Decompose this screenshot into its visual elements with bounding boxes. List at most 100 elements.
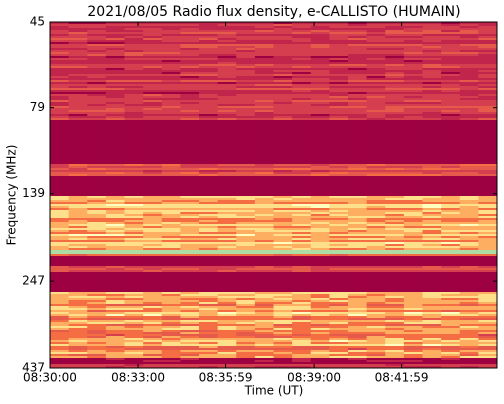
spectrogram-cell — [329, 56, 349, 59]
spectrogram-cell — [50, 34, 70, 37]
spectrogram-cell — [124, 266, 144, 269]
spectrogram-cell — [292, 152, 312, 155]
spectrogram-cell — [403, 74, 423, 77]
spectrogram-cell — [459, 88, 479, 91]
spectrogram-cell — [236, 152, 256, 155]
spectrogram-cell — [199, 286, 219, 289]
spectrogram-cell — [254, 330, 274, 333]
spectrogram-cell — [329, 132, 349, 135]
spectrogram-cell — [366, 54, 386, 57]
spectrogram-cell — [329, 118, 349, 121]
spectrogram-cell — [143, 138, 163, 141]
spectrogram-cell — [50, 356, 70, 359]
spectrogram-cell — [329, 68, 349, 71]
spectrogram-cell — [50, 122, 70, 125]
spectrogram-cell — [180, 102, 200, 105]
spectrogram-cell — [292, 194, 312, 197]
spectrogram-cell — [161, 204, 181, 207]
spectrogram-cell — [403, 130, 423, 133]
spectrogram-cell — [366, 356, 386, 359]
spectrogram-cell — [459, 130, 479, 133]
spectrogram-cell — [403, 226, 423, 229]
spectrogram-cell — [199, 336, 219, 339]
spectrogram-cell — [254, 336, 274, 339]
spectrogram-cell — [385, 284, 405, 287]
spectrogram-cell — [292, 336, 312, 339]
spectrogram-cell — [161, 248, 181, 251]
spectrogram-cell — [254, 208, 274, 211]
spectrogram-cell — [236, 142, 256, 145]
spectrogram-cell — [143, 184, 163, 187]
spectrogram-cell — [292, 256, 312, 259]
spectrogram-cell — [422, 338, 442, 341]
spectrogram-cell — [161, 176, 181, 179]
spectrogram-cell — [124, 242, 144, 245]
spectrogram-cell — [385, 194, 405, 197]
spectrogram-cell — [199, 96, 219, 99]
spectrogram-cell — [348, 152, 368, 155]
spectrogram-cell — [292, 290, 312, 293]
spectrogram-cell — [292, 160, 312, 163]
spectrogram-cell — [403, 34, 423, 37]
spectrogram-cell — [478, 78, 498, 81]
spectrogram-cell — [254, 282, 274, 285]
spectrogram-cell — [180, 68, 200, 71]
spectrogram-cell — [329, 184, 349, 187]
spectrogram-cell — [143, 152, 163, 155]
spectrogram-cell — [366, 232, 386, 235]
spectrogram-cell — [199, 180, 219, 183]
spectrogram-cell — [310, 238, 330, 241]
spectrogram-cell — [87, 228, 107, 231]
spectrogram-cell — [236, 24, 256, 27]
spectrogram-cell — [478, 206, 498, 209]
spectrogram-cell — [87, 178, 107, 181]
spectrogram-cell — [105, 66, 125, 69]
spectrogram-cell — [478, 168, 498, 171]
spectrogram-cell — [180, 58, 200, 61]
spectrogram-cell — [217, 162, 237, 165]
spectrogram-cell — [403, 44, 423, 47]
spectrogram-cell — [441, 42, 461, 45]
spectrogram-cell — [161, 318, 181, 321]
spectrogram-cell — [124, 222, 144, 225]
spectrogram-cell — [161, 116, 181, 119]
spectrogram-cell — [124, 192, 144, 195]
spectrogram-cell — [273, 216, 293, 219]
spectrogram-cell — [254, 182, 274, 185]
spectrogram-cell — [50, 348, 70, 351]
spectrogram-cell — [50, 114, 70, 117]
spectrogram-cell — [124, 290, 144, 293]
spectrogram-cell — [236, 216, 256, 219]
spectrogram-cell — [50, 40, 70, 43]
spectrogram-cell — [292, 62, 312, 65]
spectrogram-cell — [143, 212, 163, 215]
spectrogram-cell — [87, 338, 107, 341]
spectrogram-cell — [385, 118, 405, 121]
spectrogram-cell — [105, 212, 125, 215]
spectrogram-cell — [385, 112, 405, 115]
spectrogram-cell — [105, 240, 125, 243]
spectrogram-cell — [310, 144, 330, 147]
spectrogram-cell — [422, 320, 442, 323]
spectrogram-cell — [217, 60, 237, 63]
spectrogram-cell — [403, 318, 423, 321]
spectrogram-cell — [105, 224, 125, 227]
spectrogram-cell — [385, 144, 405, 147]
spectrogram-cell — [236, 34, 256, 37]
spectrogram-cell — [50, 154, 70, 157]
spectrogram-cell — [366, 250, 386, 253]
spectrogram-cell — [459, 248, 479, 251]
spectrogram-cell — [143, 256, 163, 259]
spectrogram-cell — [478, 54, 498, 57]
spectrogram-cell — [161, 342, 181, 345]
spectrogram-cell — [292, 202, 312, 205]
spectrogram-cell — [50, 234, 70, 237]
spectrogram-cell — [105, 284, 125, 287]
spectrogram-cell — [124, 262, 144, 265]
spectrogram-cell — [329, 28, 349, 31]
spectrogram-cell — [385, 326, 405, 329]
spectrogram-cell — [366, 112, 386, 115]
spectrogram-cell — [50, 186, 70, 189]
spectrogram-cell — [348, 290, 368, 293]
spectrogram-cell — [441, 338, 461, 341]
